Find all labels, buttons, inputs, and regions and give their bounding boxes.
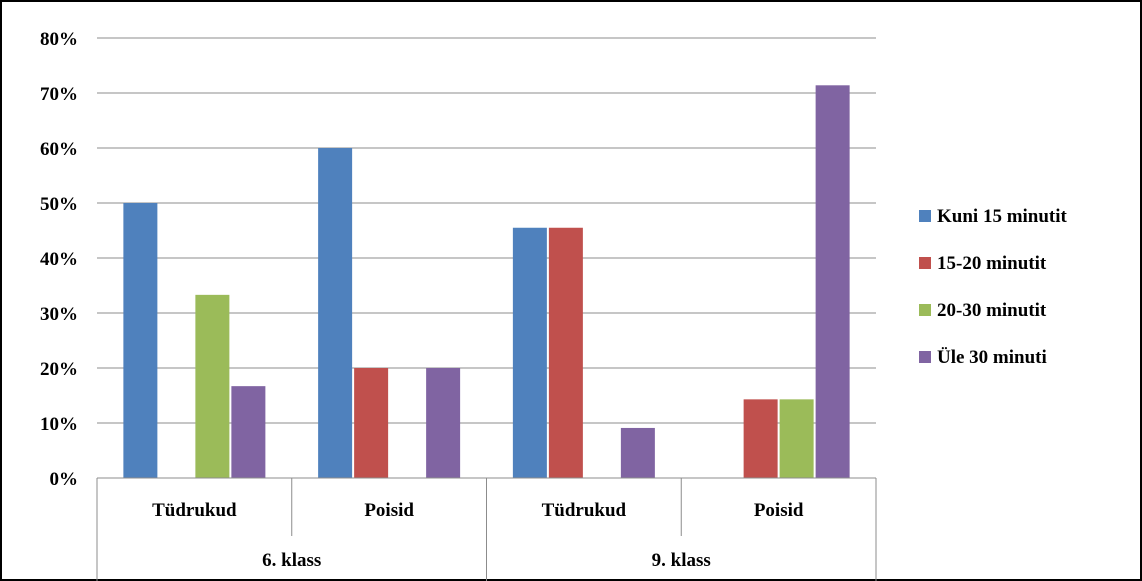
- bar: [354, 368, 389, 478]
- legend-swatch: [919, 210, 931, 222]
- y-tick-label: 20%: [40, 359, 78, 380]
- bar: [318, 148, 353, 478]
- y-tick-label: 30%: [40, 304, 78, 325]
- bar: [123, 203, 158, 478]
- category-label: Tüdrukud: [152, 500, 237, 521]
- legend-label: 20-30 minutit: [937, 300, 1047, 321]
- legend-label: Üle 30 minuti: [937, 347, 1047, 368]
- y-tick-label: 50%: [40, 194, 78, 215]
- legend-label: 15-20 minutit: [937, 253, 1047, 274]
- legend-swatch: [919, 304, 931, 316]
- y-tick-label: 0%: [50, 469, 79, 490]
- bar: [815, 85, 850, 479]
- group-label: 6. klass: [262, 550, 321, 571]
- legend-label: Kuni 15 minutit: [937, 206, 1068, 227]
- y-tick-label: 70%: [40, 84, 78, 105]
- category-label: Poisid: [364, 500, 414, 521]
- bar: [548, 227, 583, 478]
- bar: [231, 386, 266, 478]
- legend-swatch: [919, 257, 931, 269]
- legend: Kuni 15 minutit 15-20 minutit 20-30 minuti…: [919, 206, 1068, 368]
- y-tick-label: 80%: [40, 29, 78, 50]
- y-tick-label: 10%: [40, 414, 78, 435]
- bar: [779, 399, 814, 478]
- bar: [426, 368, 461, 478]
- bars: [123, 85, 850, 479]
- bar: [512, 227, 547, 478]
- legend-swatch: [919, 351, 931, 363]
- category-axis: Tüdrukud Poisid Tüdrukud Poisid 6. klass 9. k…: [96, 477, 877, 581]
- group-label: 9. klass: [652, 550, 711, 571]
- bar: [195, 294, 230, 478]
- category-label: Tüdrukud: [542, 500, 627, 521]
- y-tick-label: 60%: [40, 139, 78, 160]
- category-label: Poisid: [754, 500, 804, 521]
- bar: [743, 399, 778, 478]
- y-axis-tick-labels: 0% 10% 20% 30% 40% 50% 60% 70% 80%: [40, 29, 78, 490]
- bar: [620, 427, 655, 478]
- y-tick-label: 40%: [40, 249, 78, 270]
